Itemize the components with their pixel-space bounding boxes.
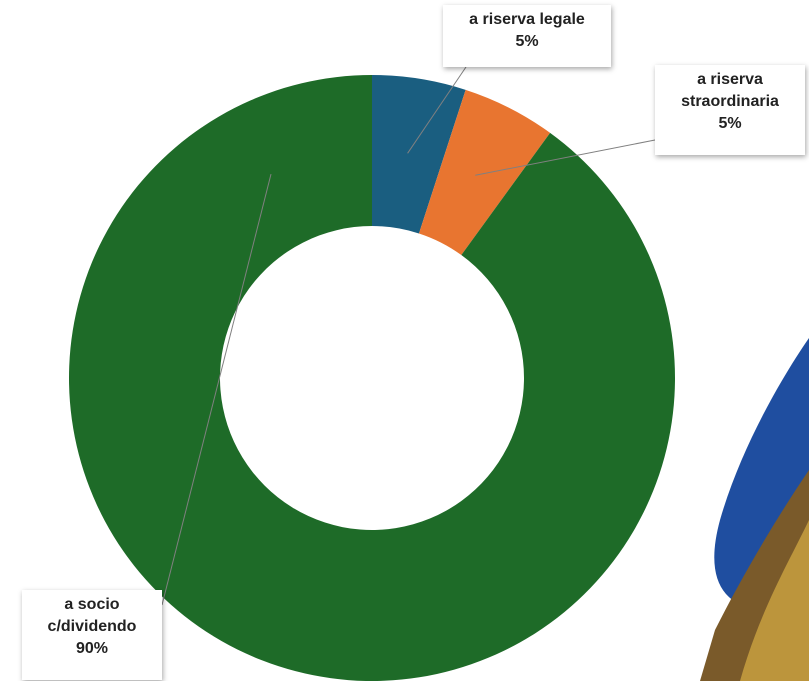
data-label-category-line2: c/dividendo — [47, 618, 137, 635]
donut-slice-a-riserva-straordinaria — [418, 89, 551, 256]
leader-line-a-riserva-straordinaria — [475, 139, 656, 176]
leader-lines — [161, 66, 656, 606]
data-label-category: a riserva legale — [469, 11, 585, 28]
donut-slices — [69, 75, 675, 681]
data-label-value: 5% — [515, 33, 539, 50]
data-label-value: 5% — [718, 115, 742, 132]
leader-line-a-riserva-legale — [407, 66, 467, 154]
data-label-category-line2: straordinaria — [681, 93, 779, 110]
leader-line-a-socio-c-dividendo — [161, 174, 272, 606]
decorative-graphic-icon — [700, 338, 809, 681]
data-label-category-line1: a riserva — [697, 71, 763, 88]
donut-slice-a-socio-c-dividendo — [69, 75, 675, 681]
data-label-value: 90% — [75, 640, 109, 657]
donut-slice-a-riserva-legale — [372, 75, 466, 234]
data-label-category-line1: a socio — [64, 596, 120, 613]
data-label-a-riserva-legale: a riserva legale 5% — [443, 5, 611, 67]
data-label-a-socio-c-dividendo: a socio c/dividendo 90% — [22, 590, 162, 680]
data-label-a-riserva-straordinaria: a riserva straordinaria 5% — [655, 65, 805, 155]
